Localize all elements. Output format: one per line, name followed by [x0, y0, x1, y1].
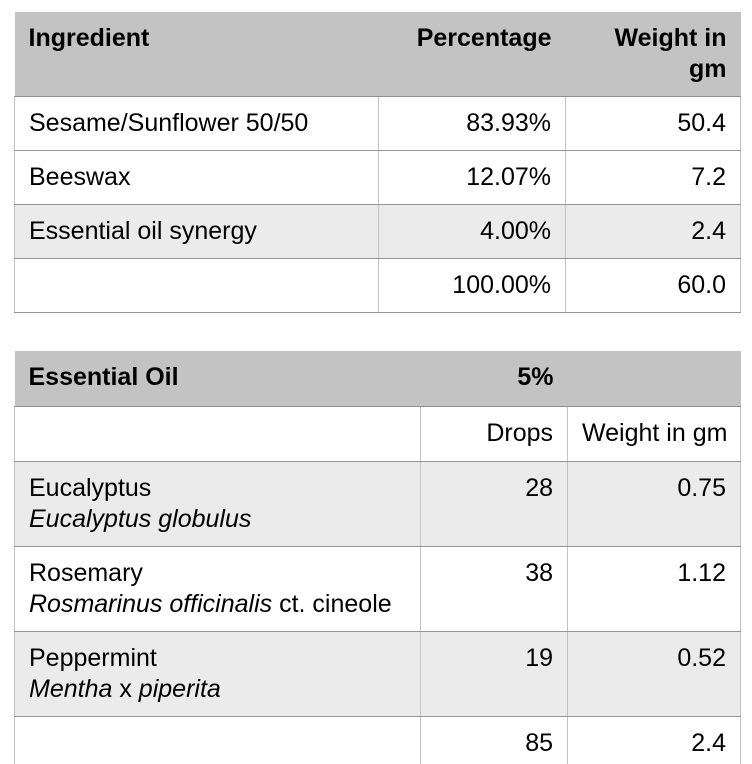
subheader-empty-cell: [14, 406, 421, 462]
oil-latin-name: Mentha x piperita: [29, 674, 406, 705]
cell-weight: 2.4: [565, 204, 741, 259]
essential-oil-table: Essential Oil 5% Drops Weight in gm Euca…: [14, 351, 741, 764]
latin-name-italic-part: Mentha: [29, 674, 113, 703]
essential-oil-row: Rosemary Rosmarinus officinalis ct. cineo…: [14, 546, 741, 632]
cell-oil-name: [14, 716, 421, 764]
header-ingredient: Ingredient: [14, 12, 379, 97]
cell-drops: 38: [420, 546, 568, 632]
header-empty-cell: [567, 351, 741, 407]
cell-weight: 2.4: [567, 716, 741, 764]
essential-oil-row: 85 2.4: [14, 716, 741, 764]
subheader-drops: Drops: [420, 406, 568, 462]
latin-name-italic-part: Eucalyptus globulus: [29, 504, 252, 533]
header-row: Essential Oil 5%: [14, 351, 741, 407]
oil-common-name: Eucalyptus: [29, 473, 152, 502]
cell-percentage: 83.93%: [378, 96, 566, 151]
cell-percentage: 4.00%: [378, 204, 566, 259]
header-weight: Weight in gm: [565, 12, 741, 97]
oil-common-name: Rosemary: [29, 558, 143, 587]
cell-percentage: 12.07%: [378, 150, 566, 205]
header-essential-oil-title: Essential Oil: [14, 351, 421, 407]
cell-drops: 85: [420, 716, 568, 764]
header-percentage: Percentage: [378, 12, 566, 97]
latin-name-regular-part: x: [112, 674, 139, 703]
latin-name-italic-part: Rosmarinus officinalis: [29, 589, 273, 618]
header-oil-percentage: 5%: [420, 351, 568, 407]
cell-drops: 28: [420, 461, 568, 547]
cell-oil-name: Peppermint Mentha x piperita: [14, 631, 421, 717]
cell-percentage: 100.00%: [378, 258, 566, 313]
oil-blend-table-header: Ingredient Percentage Weight in gm: [14, 12, 741, 97]
cell-oil-name: Eucalyptus Eucalyptus globulus: [14, 461, 421, 547]
cell-weight: 7.2: [565, 150, 741, 205]
essential-oil-table-body: Drops Weight in gm Eucalyptus Eucalyptus …: [14, 406, 741, 764]
ingredient-row: Sesame/Sunflower 50/50 83.93% 50.4: [14, 96, 741, 151]
oil-common-name: Peppermint: [29, 643, 157, 672]
cell-weight: 1.12: [567, 546, 741, 632]
essential-oil-row: Eucalyptus Eucalyptus globulus 28 0.75: [14, 461, 741, 547]
latin-name-italic-part: piperita: [138, 674, 221, 703]
cell-weight: 60.0: [565, 258, 741, 313]
cell-weight: 0.52: [567, 631, 741, 717]
essential-oil-table-header: Essential Oil 5%: [14, 351, 741, 407]
oil-latin-name: Rosmarinus officinalis ct. cineole: [29, 589, 406, 620]
oil-latin-name: Eucalyptus globulus: [29, 504, 406, 535]
ingredient-row: Beeswax 12.07% 7.2: [14, 150, 741, 205]
subheader-row: Drops Weight in gm: [14, 406, 741, 462]
cell-ingredient: Beeswax: [14, 150, 379, 205]
cell-weight: 0.75: [567, 461, 741, 547]
cell-ingredient: Essential oil synergy: [14, 204, 379, 259]
cell-ingredient: [14, 258, 379, 313]
latin-name-regular-part: ct. cineole: [272, 589, 392, 618]
oil-blend-table-body: Sesame/Sunflower 50/50 83.93% 50.4 Beeswax 1…: [14, 96, 741, 313]
ingredient-row: 100.00% 60.0: [14, 258, 741, 313]
cell-oil-name: Rosemary Rosmarinus officinalis ct. cineo…: [14, 546, 421, 632]
cell-ingredient: Sesame/Sunflower 50/50: [14, 96, 379, 151]
subheader-weight: Weight in gm: [567, 406, 741, 462]
cell-weight: 50.4: [565, 96, 741, 151]
header-row: Ingredient Percentage Weight in gm: [14, 12, 741, 97]
ingredient-row: Essential oil synergy 4.00% 2.4: [14, 204, 741, 259]
cell-drops: 19: [420, 631, 568, 717]
essential-oil-row: Peppermint Mentha x piperita 19 0.52: [14, 631, 741, 717]
oil-blend-table: Ingredient Percentage Weight in gm Sesam…: [14, 12, 741, 313]
